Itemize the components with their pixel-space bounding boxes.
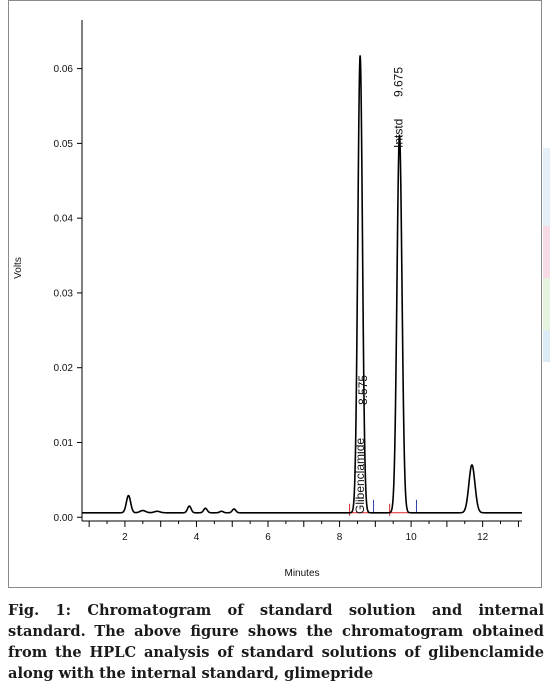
x-tick-label: 8	[337, 532, 343, 543]
peak-label-glibenclamide: Glibenclamide	[353, 438, 367, 514]
chromatogram-trace	[81, 55, 523, 514]
x-ticks: 2 4 6 8 10 12	[88, 521, 519, 543]
x-tick-label: 12	[477, 532, 489, 543]
x-tick-label: 2	[122, 532, 128, 543]
y-tick-label: 0.03	[54, 288, 74, 299]
chromatogram-chart: 0.00 0.01 0.02 0.03 0.04 0.05 0.06 2 4 6 8 10 12 Gl…	[13, 20, 523, 579]
page-edge-strip-blue	[543, 148, 550, 226]
y-axis-label: Volts	[13, 257, 24, 279]
y-ticks: 0.00 0.01 0.02 0.03 0.04 0.05 0.06	[54, 64, 82, 524]
y-tick-label: 0.05	[54, 139, 74, 150]
peak-annotations: Glibenclamide 8.575 Intstd 9.675	[353, 67, 405, 514]
x-tick-label: 4	[194, 532, 200, 543]
page-edge-strip-pink	[543, 226, 550, 278]
chromatogram-frame	[8, 0, 542, 588]
y-tick-label: 0.01	[54, 438, 74, 449]
page-edge-strip-lightblue	[543, 330, 550, 362]
page-edge-strip-green	[543, 278, 550, 330]
x-axis-label: Minutes	[284, 568, 319, 579]
y-tick-label: 0.00	[54, 513, 74, 524]
x-tick-label: 6	[265, 532, 271, 543]
caption-title: Fig. 1: Chromatogram of standard solutio…	[8, 602, 544, 640]
x-tick-label: 10	[406, 532, 418, 543]
figure-caption: Fig. 1: Chromatogram of standard solutio…	[8, 600, 544, 684]
y-tick-label: 0.06	[54, 64, 74, 75]
peak-label-intstd: Intstd	[391, 119, 405, 148]
caption-body: The above figure shows the chromatogram …	[8, 623, 545, 682]
peak-rt-intstd: 9.675	[391, 67, 405, 97]
y-tick-label: 0.04	[54, 214, 74, 225]
axes	[81, 20, 522, 522]
y-tick-label: 0.02	[54, 363, 74, 374]
peak-rt-glibenclamide: 8.575	[356, 375, 370, 405]
